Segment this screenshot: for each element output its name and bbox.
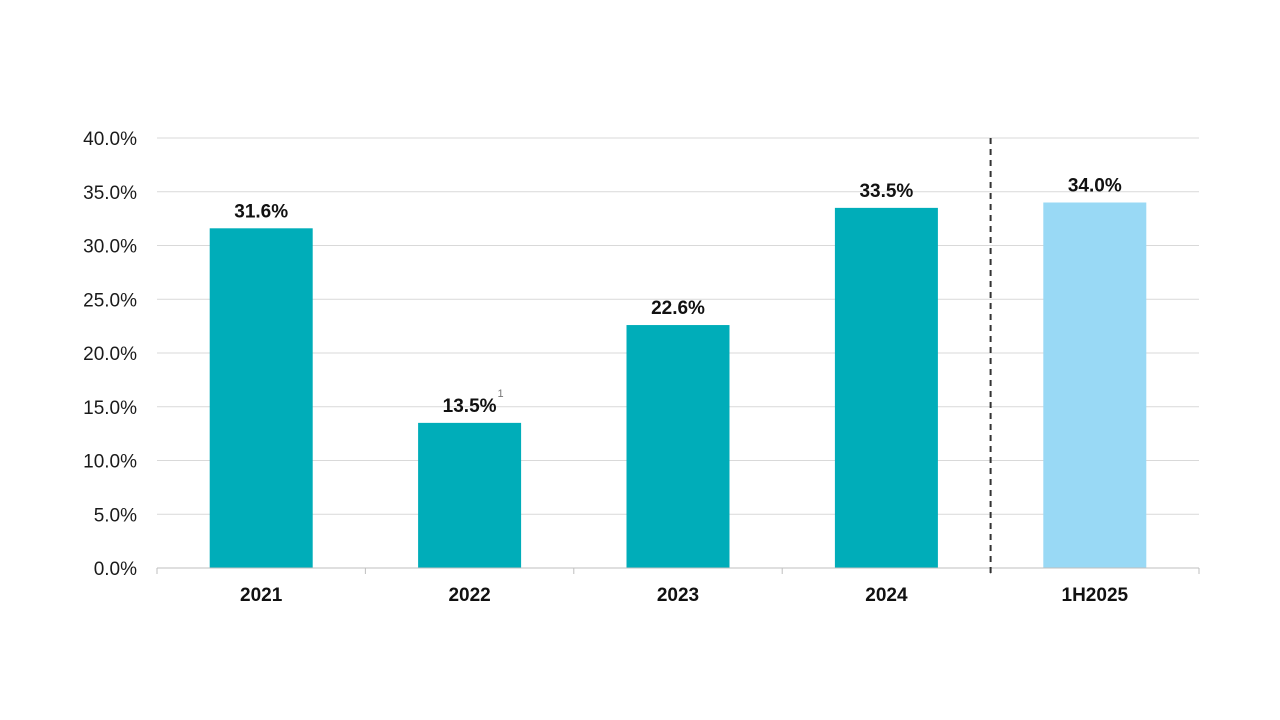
x-tick-label-1H2025: 1H2025 bbox=[1062, 585, 1129, 606]
data-label-2023: 22.6% bbox=[651, 298, 705, 319]
y-tick-label-2: 10.0% bbox=[83, 452, 137, 473]
y-tick-label-5: 25.0% bbox=[83, 290, 137, 311]
y-tick-label-1: 5.0% bbox=[94, 505, 137, 526]
data-label-1H2025: 34.0% bbox=[1068, 176, 1122, 197]
x-axis bbox=[156, 138, 1200, 574]
bar-2024 bbox=[834, 207, 938, 568]
footnote-marker-2022: 1 bbox=[498, 388, 504, 400]
bar-1H2025 bbox=[1043, 202, 1147, 568]
data-label-2022: 13.5% bbox=[443, 396, 497, 417]
y-tick-label-6: 30.0% bbox=[83, 237, 137, 258]
y-tick-label-0: 0.0% bbox=[94, 559, 137, 580]
bars bbox=[209, 202, 1147, 569]
y-tick-label-7: 35.0% bbox=[83, 183, 137, 204]
y-tick-label-4: 20.0% bbox=[83, 344, 137, 365]
y-axis-tick-labels: 0.0% 5.0% 10.0% 15.0% 20.0% 25.0% 30.0% 35.0% 40… bbox=[83, 129, 137, 580]
x-tick-label-2024: 2024 bbox=[865, 585, 908, 606]
x-axis-category-labels: 2021 2022 2023 2024 1H2025 bbox=[240, 585, 1128, 606]
x-tick-label-2023: 2023 bbox=[657, 585, 699, 606]
bar-2021 bbox=[209, 228, 313, 569]
data-labels: 31.6% 13.5%1 22.6% 33.5% 34.0% bbox=[234, 176, 1122, 417]
data-label-2021: 31.6% bbox=[234, 201, 288, 222]
y-tick-label-8: 40.0% bbox=[83, 129, 137, 150]
x-tick-label-2022: 2022 bbox=[448, 585, 490, 606]
bar-2022 bbox=[418, 422, 522, 568]
y-tick-label-3: 15.0% bbox=[83, 398, 137, 419]
bar-2023 bbox=[626, 325, 730, 568]
x-tick-label-2021: 2021 bbox=[240, 585, 283, 606]
data-label-2024: 33.5% bbox=[859, 181, 913, 202]
